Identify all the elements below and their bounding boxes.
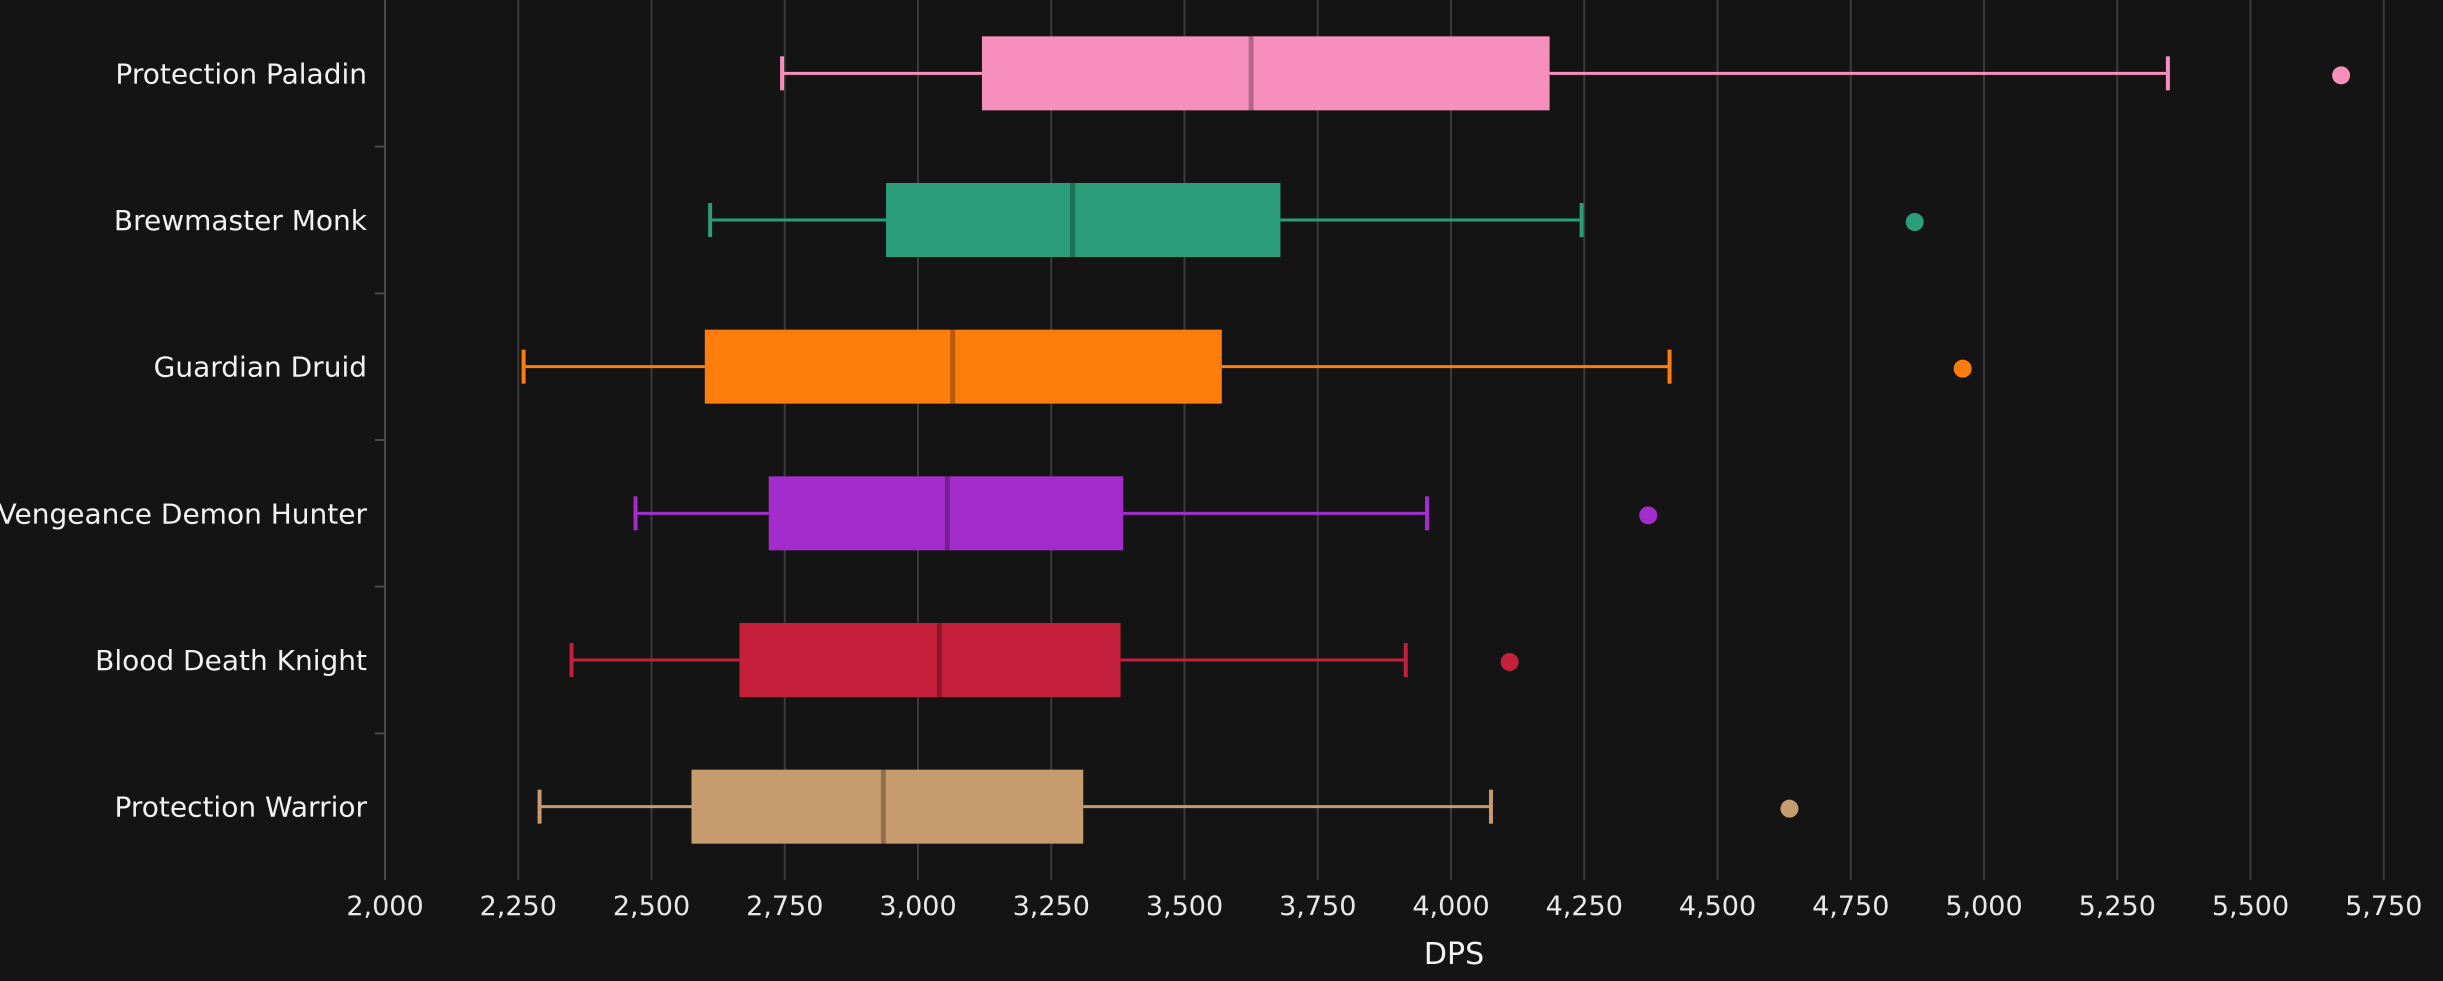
iqr-box [691, 769, 1084, 844]
y-axis: Protection Paladin Brewmaster Monk Guardia… [0, 0, 386, 880]
outlier-point [1780, 799, 1799, 818]
category-label: Protection Warrior [114, 791, 367, 824]
outlier-point [1500, 653, 1519, 671]
box-group [708, 183, 1924, 257]
x-tick-label: 5,500 [2212, 891, 2289, 922]
x-tick-label: 3,750 [1279, 891, 1356, 922]
outlier-point [1905, 213, 1924, 231]
x-axis-label: DPS [1424, 937, 1484, 972]
category-label: Guardian Druid [154, 351, 367, 384]
outlier-point [1953, 359, 1972, 378]
x-tick-label: 4,000 [1412, 891, 1489, 922]
category-label: Blood Death Knight [95, 644, 367, 677]
x-tick-label: 5,000 [1945, 891, 2022, 922]
x-tick-label: 4,500 [1679, 891, 1756, 922]
x-tick-label: 5,250 [2079, 891, 2156, 922]
x-tick-label: 4,250 [1546, 891, 1623, 922]
iqr-box [768, 476, 1124, 551]
grid-lines [517, 0, 2385, 880]
iqr-box [886, 183, 1281, 257]
x-tick-label: 2,250 [480, 891, 557, 922]
outlier-point [1639, 506, 1658, 525]
x-tick-label: 3,250 [1013, 891, 1090, 922]
x-tick-label: 5,750 [2345, 891, 2422, 922]
box-series [521, 36, 2351, 844]
iqr-box [981, 36, 1550, 111]
x-tick-label: 3,500 [1146, 891, 1223, 922]
iqr-box [739, 623, 1121, 697]
outlier-point [2332, 66, 2351, 85]
x-tick-label: 3,000 [879, 891, 956, 922]
category-label: Brewmaster Monk [114, 204, 368, 237]
box-group [633, 476, 1658, 551]
x-tick-label: 4,750 [1812, 891, 1889, 922]
x-tick-label: 2,750 [746, 891, 823, 922]
iqr-box [704, 329, 1222, 404]
box-group [521, 329, 1972, 404]
x-axis: 2,000 2,250 2,500 2,750 3,000 3,250 3,500 3,750… [346, 891, 2422, 922]
x-tick-label: 2,500 [613, 891, 690, 922]
box-group [537, 769, 1799, 844]
box-group [569, 623, 1519, 697]
box-group [780, 36, 2351, 111]
x-tick-label: 2,000 [346, 891, 423, 922]
category-label: Vengeance Demon Hunter [0, 497, 367, 530]
category-label: Protection Paladin [115, 57, 367, 90]
